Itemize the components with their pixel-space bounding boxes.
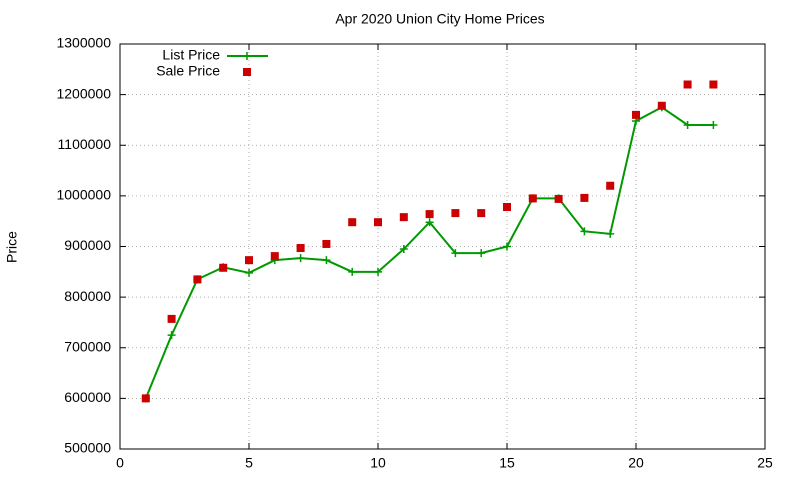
point (451, 209, 460, 218)
x-tick-label: 15 (499, 455, 515, 471)
point (243, 52, 251, 60)
point (348, 267, 357, 276)
y-tick-label: 1000000 (56, 187, 111, 203)
point (322, 256, 331, 265)
point (167, 331, 176, 340)
point (503, 242, 511, 251)
x-tick-label: 5 (245, 455, 253, 471)
point (709, 80, 718, 89)
point (399, 245, 408, 254)
point (425, 218, 434, 227)
x-tick-label: 0 (116, 455, 124, 471)
point (477, 209, 486, 218)
chart-title: Apr 2020 Union City Home Prices (335, 11, 544, 27)
line (144, 106, 714, 399)
point (709, 121, 718, 129)
y-tick-label: 600000 (64, 389, 111, 405)
point (374, 267, 382, 276)
point (167, 314, 176, 323)
point (606, 229, 615, 238)
point (657, 101, 666, 110)
y-tick-label: 1100000 (58, 136, 112, 152)
point (477, 249, 486, 258)
point (141, 394, 150, 403)
plot-frame (119, 43, 766, 450)
point (632, 110, 640, 119)
x-tick-label: 10 (370, 455, 386, 471)
y-tick-label: 700000 (64, 338, 111, 354)
point (425, 210, 434, 219)
y-tick-label: 500000 (64, 440, 111, 456)
point (296, 244, 305, 253)
point (399, 213, 408, 222)
point (503, 203, 511, 212)
point (245, 268, 253, 277)
point (245, 256, 253, 265)
point (580, 227, 589, 236)
y-tick-label: 1200000 (56, 85, 111, 101)
point (243, 68, 251, 76)
point (528, 194, 537, 203)
point (296, 254, 305, 263)
y-tick-label: 1300000 (56, 35, 111, 51)
legend-label: Sale Price (156, 63, 220, 79)
point (219, 263, 228, 272)
point (270, 252, 279, 261)
point (374, 218, 382, 227)
point (580, 193, 589, 202)
point (348, 218, 357, 227)
point (451, 249, 460, 258)
point (606, 181, 615, 190)
y-tick-label: 800000 (64, 288, 111, 304)
point (554, 194, 563, 203)
legend-label: List Price (162, 47, 220, 63)
x-tick-label: 20 (628, 455, 644, 471)
point (683, 121, 692, 129)
y-tick-label: 900000 (64, 237, 111, 253)
point (322, 239, 331, 248)
y-axis-label: Price (4, 231, 20, 263)
point (193, 275, 202, 284)
point (683, 80, 692, 89)
x-tick-label: 25 (757, 455, 773, 471)
